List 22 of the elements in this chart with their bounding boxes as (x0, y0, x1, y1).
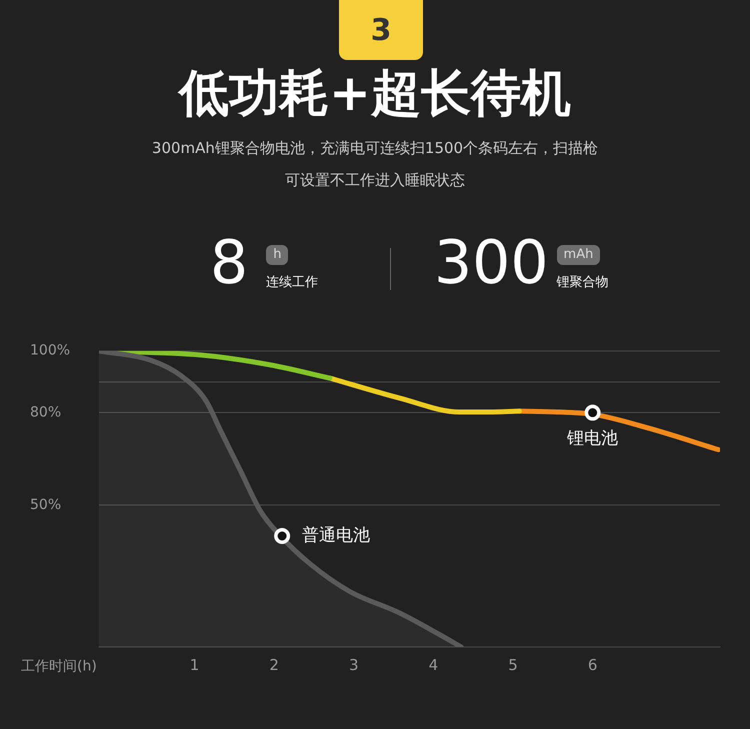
text: h (266, 245, 288, 265)
annotation: 普通电池 (302, 525, 370, 546)
x-tick-label: 2 (269, 656, 279, 674)
x-tick-label: 3 (348, 656, 359, 674)
text: 可设置不工作进入睡眠状态 (284, 170, 466, 191)
text: mAh (556, 245, 600, 265)
text: 连续工作 (266, 274, 318, 291)
chart-title: 低功耗+超长待机 (176, 63, 572, 124)
x-tick-label: 1 (190, 656, 200, 674)
y-tick-label: 50% (30, 496, 62, 513)
chart-subtitle: 300mAh锂聚合物电池，充满电可连续扫1500个条码左右，扫描枪 (150, 138, 600, 159)
y-tick-label: 80% (30, 404, 62, 420)
x-tick-label: 4 (428, 656, 438, 674)
text: 锂聚合物 (556, 274, 609, 291)
x-tick-label: 6 (588, 656, 598, 674)
text: 8 (210, 228, 248, 298)
text: 3 (339, 0, 423, 60)
annotation: 锂电池 (566, 428, 618, 449)
x-tick-label: 5 (508, 656, 518, 674)
y-tick-label: 100% (30, 342, 70, 359)
text: 300 (434, 228, 549, 298)
x-axis-title: 工作时间(h) (21, 658, 97, 675)
